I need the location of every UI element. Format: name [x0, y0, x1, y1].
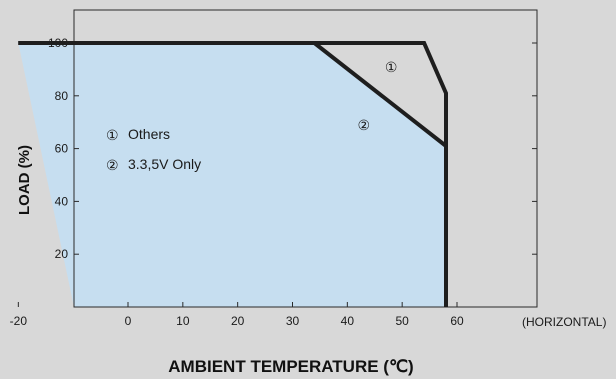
legend-label: Others — [128, 126, 170, 142]
x-tick-label: 0 — [125, 314, 132, 328]
x-tick-label: 30 — [286, 314, 300, 328]
series-line-2 — [18, 41, 448, 307]
series-marker-2: ② — [358, 117, 371, 133]
area-fill-3.3-5v — [18, 43, 447, 307]
legend-marker: ② — [106, 157, 119, 173]
y-tick-label: 80 — [55, 89, 69, 103]
series-marker-1: ① — [385, 59, 398, 75]
x-tick-label: 40 — [341, 314, 355, 328]
x-tick-label: 60 — [450, 314, 464, 328]
x-tick-label: 50 — [395, 314, 409, 328]
legend-label: 3.3,5V Only — [128, 156, 201, 172]
x-axis-note: (HORIZONTAL) — [522, 315, 606, 329]
plot-frame — [73, 9, 538, 308]
x-axis-label: AMBIENT TEMPERATURE (℃) — [168, 357, 413, 376]
y-tick-label: 40 — [55, 194, 69, 208]
y-tick-label: 20 — [55, 247, 69, 261]
y-axis-label: LOAD (%) — [16, 145, 33, 215]
x-tick-label: 20 — [231, 314, 245, 328]
y-tick-label: 60 — [55, 142, 69, 156]
legend-marker: ① — [106, 127, 119, 143]
x-tick-label: -20 — [10, 314, 28, 328]
area-between-series — [18, 43, 447, 146]
x-tick-label: 10 — [176, 314, 190, 328]
